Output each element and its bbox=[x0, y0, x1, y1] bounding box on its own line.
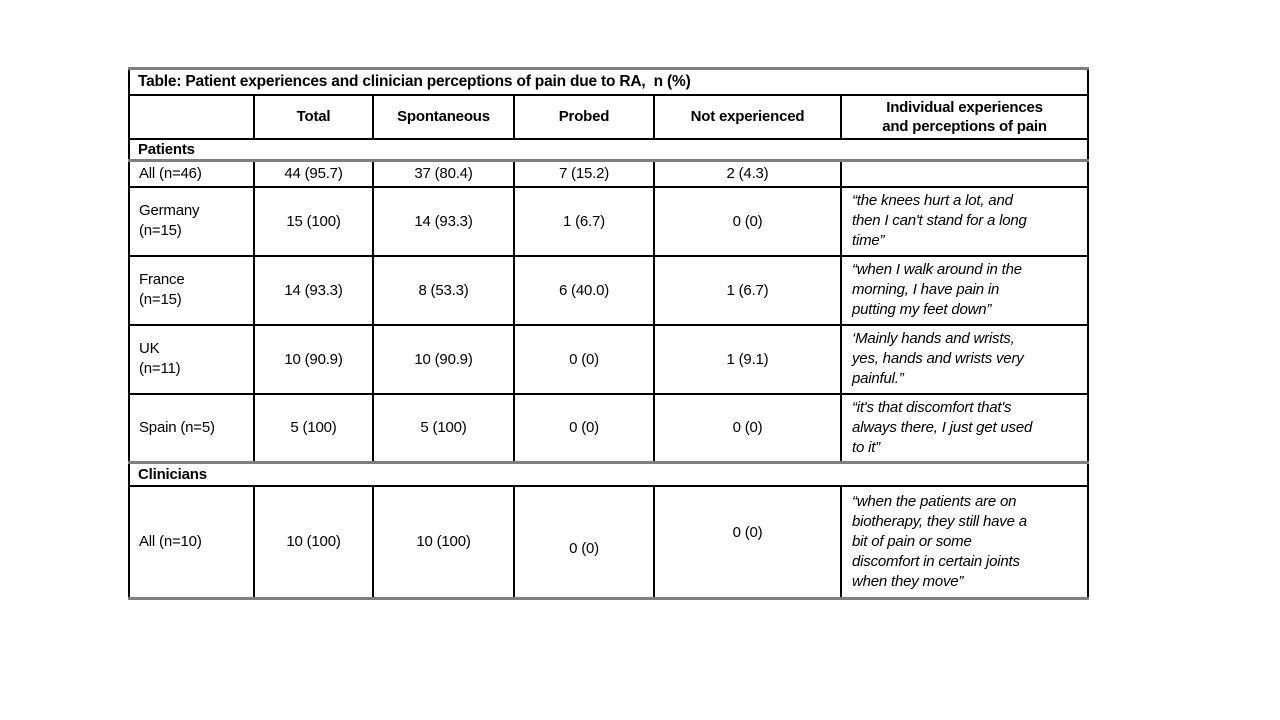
cell-total: 10 (90.9) bbox=[253, 324, 373, 395]
table-title: Table: Patient experiences and clinician… bbox=[129, 68, 1088, 96]
table-row-germany: Germany (n=15) 15 (100) 14 (93.3) 1 (6.7… bbox=[129, 186, 1088, 257]
cell-quote: “it's that discomfort that's always ther… bbox=[840, 393, 1088, 464]
cell-not-experienced: 0 (0) bbox=[653, 393, 841, 464]
cell-spontaneous: 14 (93.3) bbox=[372, 186, 514, 257]
cell-not-experienced: 0 (0) bbox=[653, 486, 841, 598]
table-title-row: Table: Patient experiences and clinician… bbox=[129, 68, 1088, 96]
section-label-clinicians: Clinicians bbox=[129, 462, 1088, 487]
cell-spontaneous: 8 (53.3) bbox=[372, 255, 514, 326]
table-row-uk: UK (n=11) 10 (90.9) 10 (90.9) 0 (0) 1 (9… bbox=[129, 324, 1088, 395]
cell-not-experienced: 0 (0) bbox=[653, 186, 841, 257]
section-row-patients: Patients bbox=[129, 138, 1088, 162]
cell-not-experienced: 1 (9.1) bbox=[653, 324, 841, 395]
cell-spontaneous: 37 (80.4) bbox=[372, 160, 514, 188]
pain-experience-table: Table: Patient experiences and clinician… bbox=[128, 67, 1089, 600]
column-header-spontaneous: Spontaneous bbox=[372, 94, 514, 140]
section-label-patients: Patients bbox=[129, 138, 1088, 162]
section-row-clinicians: Clinicians bbox=[129, 462, 1088, 487]
cell-total: 5 (100) bbox=[253, 393, 373, 464]
cell-total: 15 (100) bbox=[253, 186, 373, 257]
cell-quote: “when the patients are on biotherapy, th… bbox=[840, 486, 1088, 598]
cell-not-experienced: 2 (4.3) bbox=[653, 160, 841, 188]
column-header-probed: Probed bbox=[513, 94, 654, 140]
table-row-spain: Spain (n=5) 5 (100) 5 (100) 0 (0) 0 (0) … bbox=[129, 393, 1088, 464]
cell-probed: 0 (0) bbox=[513, 393, 654, 464]
column-header-not-experienced: Not experienced bbox=[653, 94, 841, 140]
row-label: UK (n=11) bbox=[129, 324, 254, 395]
cell-not-experienced: 1 (6.7) bbox=[653, 255, 841, 326]
table-row-patients-all: All (n=46) 44 (95.7) 37 (80.4) 7 (15.2) … bbox=[129, 160, 1088, 188]
cell-total: 10 (100) bbox=[253, 486, 373, 598]
row-label: France (n=15) bbox=[129, 255, 254, 326]
cell-probed: 7 (15.2) bbox=[513, 160, 654, 188]
cell-quote: ‘Mainly hands and wrists, yes, hands and… bbox=[840, 324, 1088, 395]
cell-spontaneous: 10 (100) bbox=[372, 486, 514, 598]
cell-probed: 6 (40.0) bbox=[513, 255, 654, 326]
row-label: Spain (n=5) bbox=[129, 393, 254, 464]
cell-total: 14 (93.3) bbox=[253, 255, 373, 326]
cell-probed: 1 (6.7) bbox=[513, 186, 654, 257]
row-label: Germany (n=15) bbox=[129, 186, 254, 257]
column-header-individual-experiences: Individual experiences and perceptions o… bbox=[840, 94, 1088, 140]
cell-probed: 0 (0) bbox=[513, 324, 654, 395]
table-header-row: Total Spontaneous Probed Not experienced… bbox=[129, 94, 1088, 140]
cell-quote: “the knees hurt a lot, and then I can't … bbox=[840, 186, 1088, 257]
column-header-empty bbox=[129, 94, 254, 140]
column-header-total: Total bbox=[253, 94, 373, 140]
row-label: All (n=10) bbox=[139, 532, 202, 550]
table-row-france: France (n=15) 14 (93.3) 8 (53.3) 6 (40.0… bbox=[129, 255, 1088, 326]
row-label: All (n=46) bbox=[129, 160, 254, 188]
table-row-clinicians-all: All (n=10) 10 (100) 10 (100) 0 (0) 0 (0)… bbox=[129, 486, 1088, 598]
cell-spontaneous: 10 (90.9) bbox=[372, 324, 514, 395]
cell-probed: 0 (0) bbox=[513, 486, 654, 598]
cell-spontaneous: 5 (100) bbox=[372, 393, 514, 464]
cell-quote: “when I walk around in the morning, I ha… bbox=[840, 255, 1088, 326]
cell-quote bbox=[840, 160, 1088, 188]
cell-total: 44 (95.7) bbox=[253, 160, 373, 188]
table-container: Table: Patient experiences and clinician… bbox=[128, 67, 1089, 600]
